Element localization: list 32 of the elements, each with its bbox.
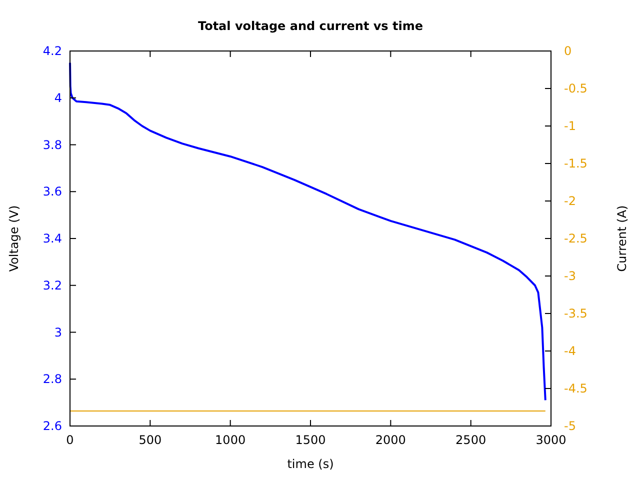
y-tick-label: 4 — [54, 90, 62, 105]
y-tick-label: 3.8 — [42, 138, 62, 152]
y-tick-label: 4.2 — [42, 44, 62, 58]
y2-tick-label: -5 — [564, 419, 576, 433]
y-tick-label: 3.2 — [42, 278, 62, 292]
y2-tick-label: -4.5 — [564, 382, 588, 396]
y-tick-label: 3.4 — [42, 232, 62, 246]
line-series — [69, 62, 546, 402]
y2-tick-label: -2.5 — [564, 232, 588, 246]
x-axis-title: time (s) — [287, 457, 334, 471]
x-tick-label: 500 — [138, 433, 162, 447]
x-tick-label: 1000 — [215, 433, 246, 447]
y2-tick-label: -1.5 — [564, 156, 588, 170]
x-tick-label: 2500 — [456, 433, 486, 447]
y-axis-title: Voltage (V) — [7, 205, 21, 272]
y-tick-label: 3.6 — [42, 184, 62, 199]
y-tick-label: 3 — [54, 325, 62, 340]
y2-tick-label: -3.5 — [564, 306, 588, 320]
y2-axis-title: Current (A) — [615, 205, 629, 272]
x-tick-label: 3000 — [536, 433, 566, 447]
chart-title: Total voltage and current vs time — [198, 19, 424, 33]
x-tick-label: 1500 — [295, 433, 326, 447]
y2-tick-label: -3 — [564, 269, 576, 283]
y2-tick-label: -4 — [564, 344, 576, 358]
y-tick-label: 2.8 — [42, 372, 62, 386]
y2-tick-label: -0.5 — [564, 82, 588, 96]
y2-tick-label: 0 — [564, 44, 572, 58]
y2-tick-label: -2 — [564, 194, 576, 208]
y-tick-label: 2.6 — [42, 419, 62, 433]
x-tick-label: 0 — [66, 433, 74, 447]
y2-tick-label: -1 — [564, 119, 576, 133]
x-tick-label: 2000 — [375, 433, 406, 447]
